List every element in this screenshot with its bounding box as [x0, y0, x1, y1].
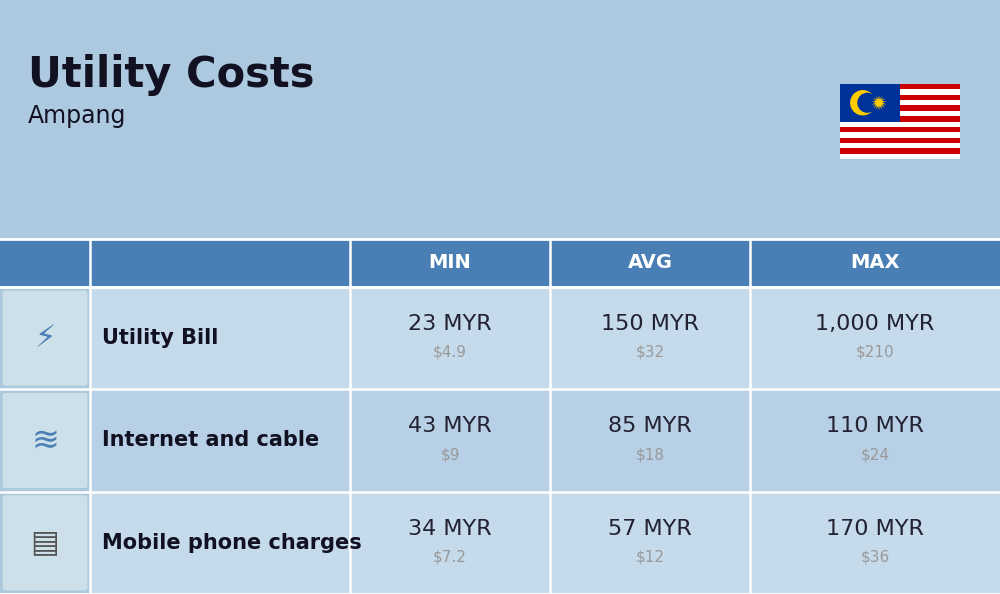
Circle shape: [851, 91, 875, 115]
Text: 34 MYR: 34 MYR: [408, 519, 492, 539]
Text: Internet and cable: Internet and cable: [102, 431, 319, 450]
Text: $9: $9: [440, 447, 460, 462]
Text: $36: $36: [860, 549, 890, 564]
Bar: [840, 100, 960, 105]
Text: $4.9: $4.9: [433, 345, 467, 359]
Text: $32: $32: [635, 345, 665, 359]
Text: ▤: ▤: [31, 528, 59, 557]
Bar: [840, 127, 960, 132]
Text: $24: $24: [860, 447, 890, 462]
Text: $210: $210: [856, 345, 894, 359]
Text: 170 MYR: 170 MYR: [826, 519, 924, 539]
Polygon shape: [872, 95, 886, 110]
Bar: [840, 84, 960, 89]
Text: 23 MYR: 23 MYR: [408, 314, 492, 334]
Bar: [840, 116, 960, 122]
Bar: [840, 105, 960, 111]
FancyBboxPatch shape: [2, 495, 88, 591]
FancyBboxPatch shape: [2, 392, 88, 489]
Bar: [0, 239, 1000, 287]
Text: Mobile phone charges: Mobile phone charges: [102, 533, 362, 553]
Text: MAX: MAX: [850, 254, 900, 273]
Text: Utility Bill: Utility Bill: [102, 328, 218, 348]
Bar: [840, 154, 960, 159]
Bar: [840, 148, 960, 154]
Bar: [840, 138, 960, 143]
Bar: [90, 287, 1000, 389]
Text: 43 MYR: 43 MYR: [408, 416, 492, 437]
Text: 57 MYR: 57 MYR: [608, 519, 692, 539]
Bar: [840, 89, 960, 94]
Bar: [840, 84, 900, 122]
Bar: [840, 132, 960, 138]
Bar: [0, 287, 90, 389]
Text: ⚡: ⚡: [34, 324, 56, 353]
Text: MIN: MIN: [429, 254, 471, 273]
Bar: [90, 389, 1000, 492]
Text: Ampang: Ampang: [28, 104, 126, 128]
Bar: [840, 94, 960, 100]
Text: 110 MYR: 110 MYR: [826, 416, 924, 437]
Bar: [840, 111, 960, 116]
Text: AVG: AVG: [628, 254, 672, 273]
Text: 85 MYR: 85 MYR: [608, 416, 692, 437]
Bar: [840, 122, 960, 127]
Bar: [90, 492, 1000, 594]
Bar: [840, 143, 960, 148]
FancyBboxPatch shape: [2, 290, 88, 386]
Text: 1,000 MYR: 1,000 MYR: [815, 314, 935, 334]
Text: ≋: ≋: [31, 424, 59, 457]
Text: 150 MYR: 150 MYR: [601, 314, 699, 334]
Text: $7.2: $7.2: [433, 549, 467, 564]
Text: Utility Costs: Utility Costs: [28, 54, 314, 96]
Circle shape: [858, 93, 877, 112]
Bar: [0, 389, 90, 492]
Bar: [0, 492, 90, 594]
Text: $12: $12: [636, 549, 664, 564]
Text: $18: $18: [636, 447, 664, 462]
